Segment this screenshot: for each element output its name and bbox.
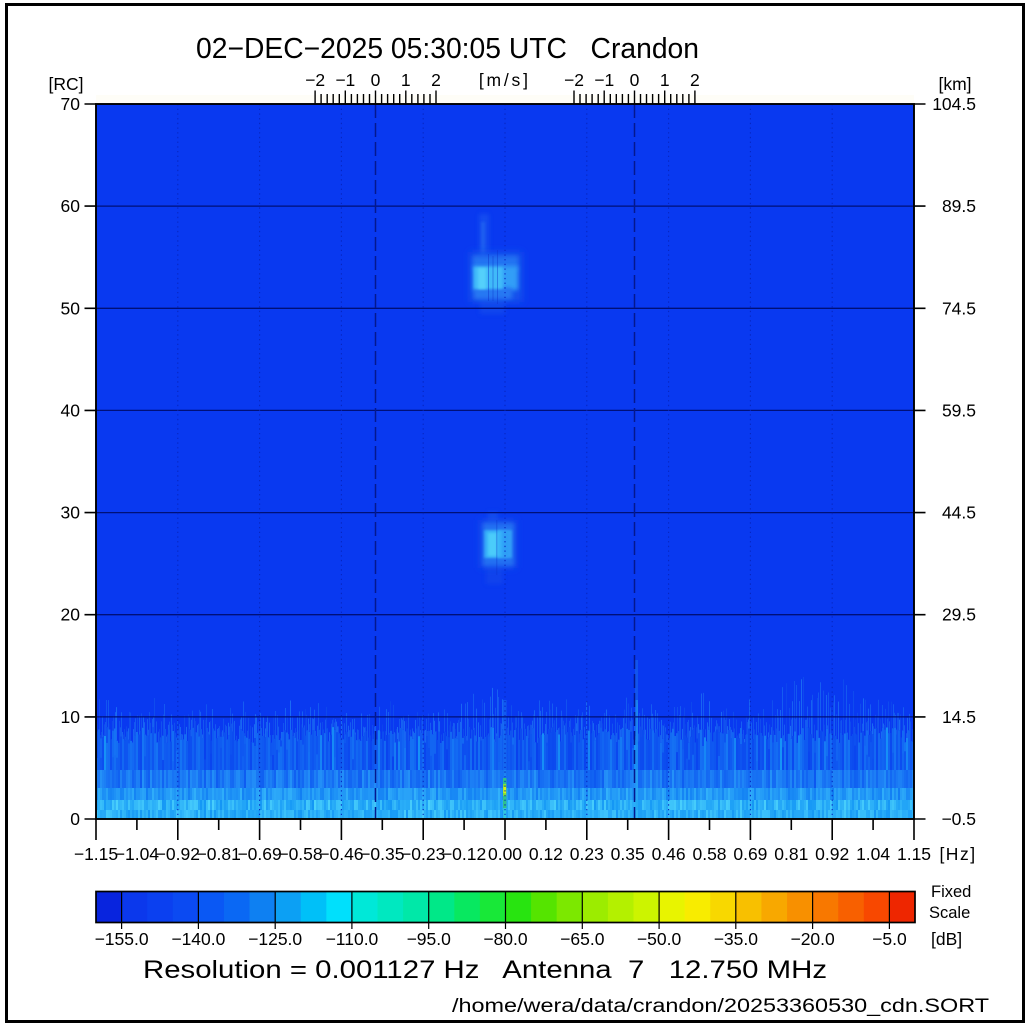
svg-text:02−DEC−2025 05:30:05 UTC Cra: 02−DEC−2025 05:30:05 UTC Crandon (196, 33, 699, 65)
svg-text:[dB]: [dB] (931, 929, 962, 949)
svg-text:0.46: 0.46 (652, 844, 686, 864)
svg-text:0: 0 (371, 70, 381, 90)
svg-text:0.58: 0.58 (692, 844, 726, 864)
svg-text:14.5: 14.5 (942, 707, 976, 727)
svg-text:−0.35: −0.35 (360, 844, 404, 864)
svg-text:20: 20 (61, 605, 81, 625)
svg-text:Resolution = 0.001127 Hz Ant: Resolution = 0.001127 Hz Antenna 7 12.75… (143, 956, 827, 984)
svg-text:0.69: 0.69 (733, 844, 767, 864)
svg-text:−0.92: −0.92 (156, 844, 200, 864)
svg-text:−110.0: −110.0 (326, 929, 379, 949)
svg-text:1.15: 1.15 (897, 844, 931, 864)
svg-text:0.92: 0.92 (815, 844, 849, 864)
svg-text:Fixed: Fixed (931, 883, 971, 901)
svg-text:−0.23: −0.23 (401, 844, 445, 864)
svg-text:0.12: 0.12 (529, 844, 563, 864)
svg-text:−95.0: −95.0 (407, 929, 452, 949)
svg-text:−5.0: −5.0 (872, 929, 907, 949)
svg-text:29.5: 29.5 (942, 605, 976, 625)
svg-text:−1: −1 (335, 70, 355, 90)
svg-text:0.35: 0.35 (611, 844, 645, 864)
svg-text:/home/wera/data/crandon/202533: /home/wera/data/crandon/20253360530_cdn.… (452, 996, 989, 1017)
svg-text:−0.69: −0.69 (237, 844, 281, 864)
svg-text:[RC]: [RC] (49, 74, 84, 94)
svg-text:−2: −2 (305, 70, 325, 90)
svg-text:−2: −2 (564, 70, 584, 90)
svg-text:60: 60 (61, 196, 81, 216)
svg-text:104.5: 104.5 (932, 94, 976, 114)
svg-text:1: 1 (401, 70, 411, 90)
svg-text:1: 1 (660, 70, 670, 90)
svg-text:−65.0: −65.0 (560, 929, 605, 949)
svg-text:−0.81: −0.81 (197, 844, 241, 864)
svg-text:−80.0: −80.0 (483, 929, 528, 949)
svg-text:0: 0 (630, 70, 640, 90)
svg-text:−125.0: −125.0 (248, 929, 302, 949)
svg-text:−1.04: −1.04 (115, 844, 160, 864)
svg-text:−0.5: −0.5 (941, 809, 976, 829)
svg-text:70: 70 (61, 94, 81, 114)
svg-text:−1: −1 (594, 70, 614, 90)
svg-text:−140.0: −140.0 (171, 929, 225, 949)
svg-text:0: 0 (70, 809, 80, 829)
svg-text:0.00: 0.00 (488, 844, 522, 864)
svg-text:0.81: 0.81 (774, 844, 808, 864)
svg-text:1.04: 1.04 (856, 844, 890, 864)
svg-text:−0.58: −0.58 (278, 844, 322, 864)
svg-text:40: 40 (61, 400, 81, 420)
svg-text:74.5: 74.5 (942, 298, 976, 318)
svg-text:59.5: 59.5 (942, 400, 976, 420)
svg-text:−0.46: −0.46 (319, 844, 363, 864)
svg-text:0.23: 0.23 (570, 844, 604, 864)
svg-text:44.5: 44.5 (942, 503, 976, 523)
svg-text:−35.0: −35.0 (714, 929, 759, 949)
svg-text:Scale: Scale (929, 904, 970, 922)
svg-text:[Hz]: [Hz] (939, 844, 976, 864)
svg-text:10: 10 (61, 707, 81, 727)
svg-text:89.5: 89.5 (942, 196, 976, 216)
svg-text:−50.0: −50.0 (637, 929, 682, 949)
svg-text:−0.12: −0.12 (442, 844, 486, 864)
svg-text:−155.0: −155.0 (95, 929, 149, 949)
svg-text:−1.15: −1.15 (74, 844, 118, 864)
svg-text:[m/s]: [m/s] (479, 70, 531, 90)
svg-text:30: 30 (61, 503, 81, 523)
svg-text:2: 2 (690, 70, 700, 90)
svg-text:2: 2 (431, 70, 441, 90)
svg-text:[km]: [km] (938, 74, 971, 94)
svg-text:−20.0: −20.0 (790, 929, 835, 949)
svg-text:50: 50 (61, 298, 81, 318)
